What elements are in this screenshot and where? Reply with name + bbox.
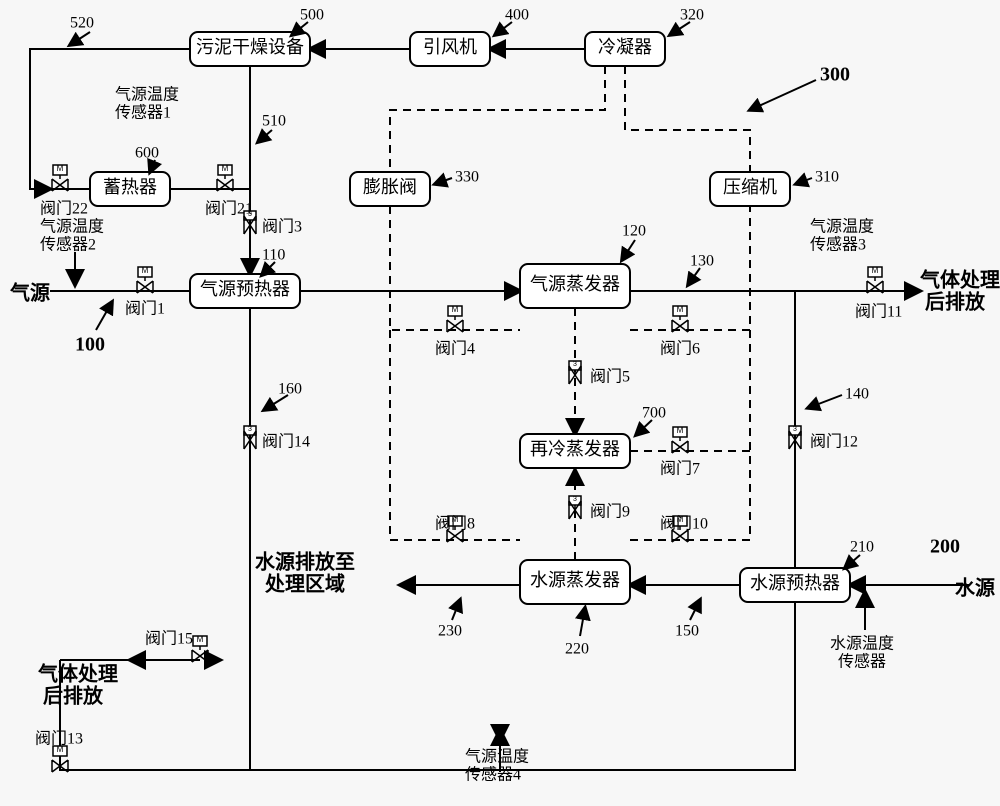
svg-text:水源排放至: 水源排放至 — [255, 550, 355, 574]
svg-text:阀门9: 阀门9 — [590, 503, 630, 521]
svg-text:阀门22: 阀门22 — [40, 200, 88, 218]
valve-22 — [52, 164, 68, 191]
svg-text:310: 310 — [815, 169, 839, 186]
svg-text:500: 500 — [300, 7, 324, 24]
svg-text:阀门13: 阀门13 — [35, 730, 83, 748]
sensor-1-l2: 传感器1 — [115, 104, 171, 122]
box-compressor: 压缩机 — [710, 172, 790, 206]
svg-text:气体处理: 气体处理 — [37, 662, 118, 686]
svg-text:再冷蒸发器: 再冷蒸发器 — [530, 439, 620, 459]
sensor-3-l2: 传感器3 — [810, 236, 866, 254]
ref-labels: 520 500 400 320 510 600 330 310 110 120 … — [70, 7, 960, 658]
svg-text:压缩机: 压缩机 — [723, 177, 777, 197]
sensor-2-l2: 传感器2 — [40, 236, 96, 254]
svg-text:阀门7: 阀门7 — [660, 460, 700, 478]
svg-text:160: 160 — [278, 381, 302, 398]
valve-4 — [447, 305, 463, 332]
svg-text:150: 150 — [675, 623, 699, 640]
valve-15 — [192, 635, 208, 662]
svg-text:阀门4: 阀门4 — [435, 340, 475, 358]
svg-text:阀门5: 阀门5 — [590, 368, 630, 386]
svg-text:110: 110 — [262, 247, 285, 264]
svg-text:气体处理: 气体处理 — [919, 268, 1000, 292]
svg-text:阀门15: 阀门15 — [145, 630, 193, 648]
svg-text:510: 510 — [262, 113, 286, 130]
box-condenser: 冷凝器 — [585, 32, 665, 66]
svg-text:阀门10: 阀门10 — [660, 515, 708, 533]
valve-7 — [672, 426, 688, 453]
svg-text:600: 600 — [135, 145, 159, 162]
svg-text:后排放: 后排放 — [43, 684, 104, 708]
svg-text:阀门11: 阀门11 — [855, 303, 902, 321]
svg-text:阀门6: 阀门6 — [660, 340, 700, 358]
svg-text:220: 220 — [565, 641, 589, 658]
svg-text:阀门21: 阀门21 — [205, 200, 253, 218]
svg-text:120: 120 — [622, 223, 646, 240]
box-accumulator: 蓄热器 — [90, 172, 170, 206]
svg-text:阀门8: 阀门8 — [435, 515, 475, 533]
svg-text:后排放: 后排放 — [925, 290, 986, 314]
svg-text:400: 400 — [505, 7, 529, 24]
svg-text:蓄热器: 蓄热器 — [103, 177, 157, 197]
valve-1 — [137, 266, 153, 293]
svg-text:阀门3: 阀门3 — [262, 218, 302, 236]
box-recool-evaporator: 再冷蒸发器 — [520, 434, 630, 468]
sensor-w-l2: 传感器 — [838, 653, 886, 671]
svg-text:冷凝器: 冷凝器 — [598, 37, 652, 57]
svg-text:气源蒸发器: 气源蒸发器 — [530, 274, 620, 294]
svg-text:100: 100 — [75, 334, 105, 356]
svg-text:处理区域: 处理区域 — [264, 572, 345, 596]
sensor-2-l1: 气源温度 — [40, 218, 104, 236]
svg-text:膨胀阀: 膨胀阀 — [363, 177, 417, 197]
box-water-evaporator: 水源蒸发器 — [520, 560, 630, 604]
svg-text:阀门1: 阀门1 — [125, 300, 165, 318]
svg-text:气源: 气源 — [9, 281, 50, 305]
svg-text:水源蒸发器: 水源蒸发器 — [530, 570, 620, 590]
svg-text:210: 210 — [850, 539, 874, 556]
svg-text:230: 230 — [438, 623, 462, 640]
svg-text:水源预热器: 水源预热器 — [750, 573, 840, 593]
svg-text:气源预热器: 气源预热器 — [200, 279, 290, 299]
svg-text:200: 200 — [930, 536, 960, 558]
valve-11 — [867, 266, 883, 293]
valve-labels: 阀门22 阀门21 阀门3 阀门1 阀门4 阀门5 阀门6 阀门7 阀门8 阀门… — [35, 200, 902, 748]
box-expansion-valve: 膨胀阀 — [350, 172, 430, 206]
process-diagram: M 3 — [0, 0, 1000, 806]
svg-text:330: 330 — [455, 169, 479, 186]
box-air-preheater: 气源预热器 — [190, 274, 300, 308]
svg-text:阀门12: 阀门12 — [810, 433, 858, 451]
sensor-4-l2: 传感器4 — [465, 766, 521, 784]
svg-text:引风机: 引风机 — [423, 37, 477, 57]
svg-text:水源: 水源 — [955, 577, 995, 600]
box-air-evaporator: 气源蒸发器 — [520, 264, 630, 308]
box-sludge-dryer: 污泥干燥设备 — [190, 32, 310, 66]
svg-text:320: 320 — [680, 7, 704, 24]
box-induced-fan: 引风机 — [410, 32, 490, 66]
sensor-1-l1: 气源温度 — [115, 86, 179, 104]
sensor-3-l1: 气源温度 — [810, 218, 874, 236]
svg-text:130: 130 — [690, 253, 714, 270]
sensor-w-l1: 水源温度 — [830, 635, 894, 653]
box-water-preheater: 水源预热器 — [740, 568, 850, 602]
valve-6 — [672, 305, 688, 332]
svg-text:520: 520 — [70, 15, 94, 32]
svg-text:700: 700 — [642, 405, 666, 422]
sensor-4-l1: 气源温度 — [465, 748, 529, 766]
svg-text:阀门14: 阀门14 — [262, 433, 310, 451]
svg-text:污泥干燥设备: 污泥干燥设备 — [196, 37, 304, 57]
valve-21 — [217, 164, 233, 191]
svg-text:140: 140 — [845, 386, 869, 403]
svg-text:300: 300 — [820, 64, 850, 86]
